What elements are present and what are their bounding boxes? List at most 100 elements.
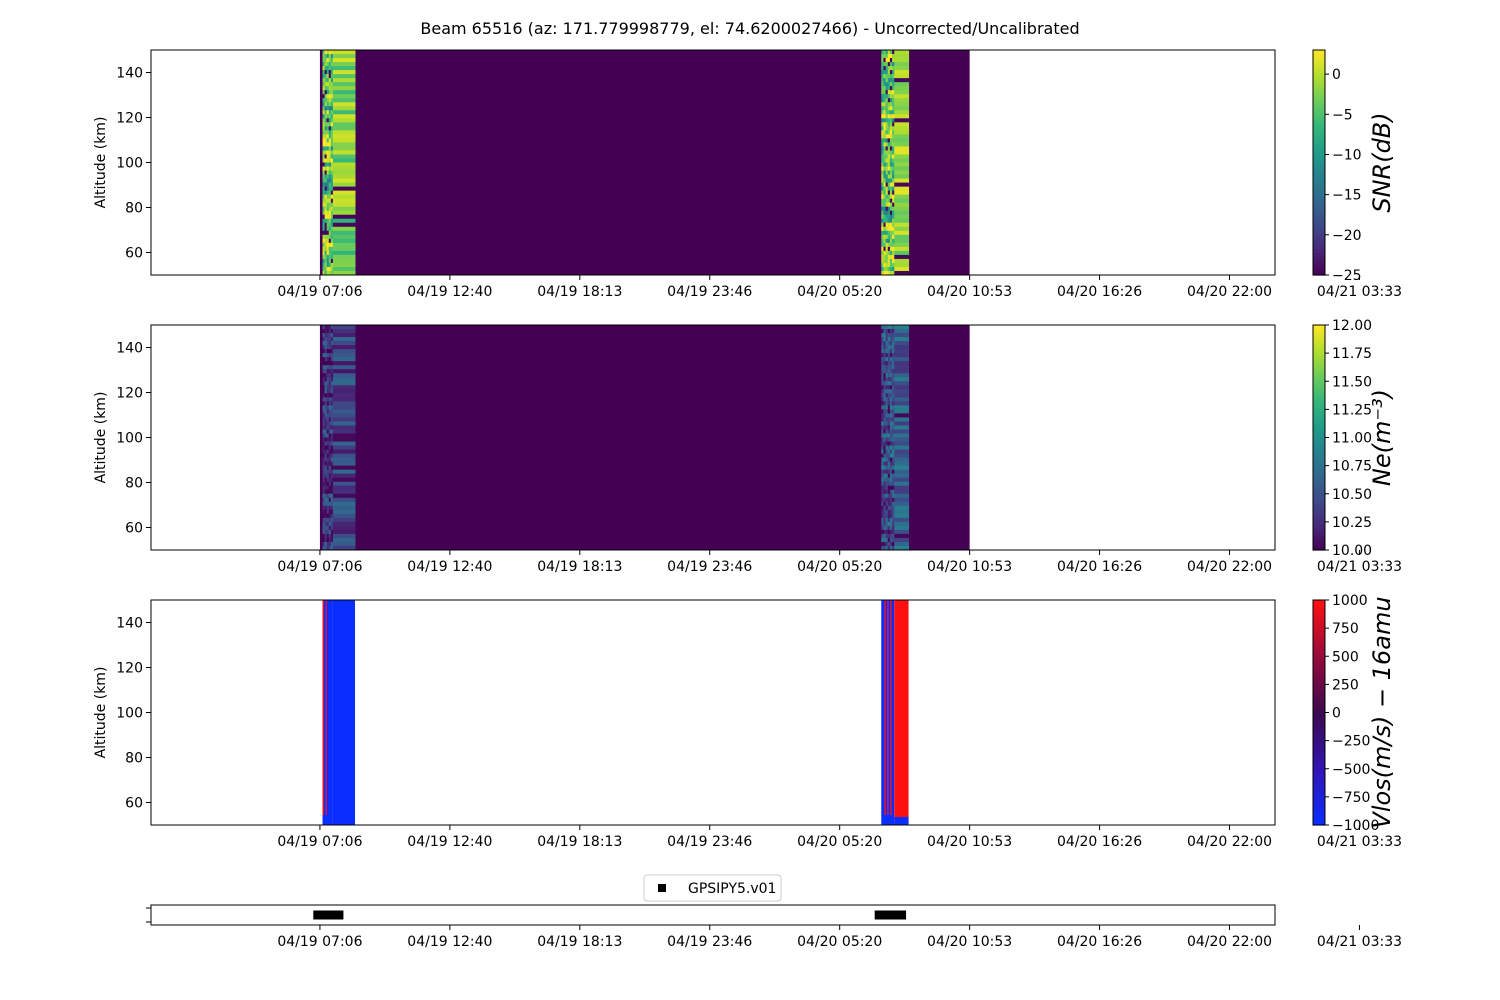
x-tick-label-2-0: 04/19 07:06 (277, 834, 362, 850)
heatmap-cell-0-0-43-3 (328, 222, 332, 228)
heatmap-cell-1-2-19-1 (883, 401, 887, 406)
heatmap-cell-0-2-38-1 (883, 202, 887, 208)
heatmap-cell-0-2-39-4 (889, 206, 893, 212)
heatmap-cell-1-2-29-4 (889, 441, 893, 447)
heatmap-cell-0-0-48-3 (328, 242, 332, 248)
heatmap-cell-0-0-1-2 (326, 54, 330, 59)
heatmap-cell-0-2-49-4 (889, 246, 893, 252)
heatmap-cell-1-2-23-1 (883, 417, 887, 422)
heatmap-cell-1-2-34-5 (892, 461, 895, 467)
heatmap-cell-0-0-6-2 (326, 74, 330, 79)
heatmap-cell-1-0-10-4 (330, 365, 334, 370)
heatmap-cell-0-2-48-4 (889, 242, 893, 248)
heatmap-cell-1-0-25-0 (322, 425, 326, 430)
colorbar-cell-0-52 (1313, 76, 1325, 81)
heatmap-cell-1-1-11-0 (332, 369, 356, 374)
heatmap-cell-0-2-16-0 (881, 114, 884, 119)
heatmap-cell-1-3-35-0 (894, 465, 910, 471)
heatmap-cell-1-0-55-0 (322, 545, 326, 551)
heatmap-cell-1-2-49-3 (887, 521, 891, 527)
heatmap-cell-1-2-5-1 (883, 345, 887, 350)
heatmap-cell-0-2-32-1 (883, 178, 887, 184)
heatmap-cell-0-0-33-4 (330, 182, 334, 188)
heatmap-cell-0-2-52-4 (889, 258, 893, 264)
heatmap-cell-0-0-40-0 (322, 210, 326, 216)
heatmap-cell-0-0-45-4 (330, 230, 334, 236)
colorbar-cell-1-33 (1313, 422, 1325, 427)
heatmap-cell-0-1-7-0 (332, 78, 356, 83)
heatmap-cell-0-2-8-4 (889, 82, 893, 87)
heatmap-cell-0-2-18-1 (883, 122, 887, 127)
heatmap-cell-1-0-42-1 (324, 493, 328, 499)
heatmap-cell-0-1-42-0 (332, 218, 356, 224)
colorbar-cell-2-20 (1313, 746, 1325, 751)
heatmap-cell-0-0-36-0 (322, 194, 326, 200)
heatmap-cell-0-3-51-0 (894, 254, 910, 260)
heatmap-cell-1-0-8-0 (322, 357, 326, 362)
heatmap-cell-1-0-1-4 (330, 329, 334, 334)
heatmap-cell-1-1-41-0 (332, 489, 356, 495)
heatmap-cell-1-2-28-5 (892, 437, 895, 443)
heatmap-cell-1-2-52-2 (885, 533, 889, 539)
heatmap-cell-0-0-24-0 (322, 146, 326, 151)
heatmap-cell-1-2-41-2 (885, 489, 889, 495)
heatmap-cell-1-0-41-3 (328, 489, 332, 495)
heatmap-cell-0-2-5-2 (885, 70, 889, 75)
colorbar-cell-2-53 (1313, 622, 1325, 627)
heatmap-cell-1-0-51-1 (324, 529, 328, 535)
heatmap-cell-1-0-25-3 (328, 425, 332, 430)
heatmap-cell-1-0-2-4 (330, 333, 334, 338)
heatmap-cell-0-0-36-3 (328, 194, 332, 200)
heatmap-cell-1-0-1-3 (328, 329, 332, 334)
heatmap-cell-1-1-8-0 (332, 357, 356, 362)
heatmap-cell-1-0-26-3 (328, 429, 332, 434)
heatmap-cell-1-3-18-0 (894, 397, 910, 402)
heatmap-cell-1-1-42-0 (332, 493, 356, 499)
heatmap-cell-0-0-25-4 (330, 150, 334, 155)
heatmap-cell-1-2-55-2 (885, 545, 889, 551)
heatmap-cell-0-2-16-4 (889, 114, 893, 119)
heatmap-cell-1-0-38-1 (324, 477, 328, 483)
colorbar-cell-2-49 (1313, 637, 1325, 642)
colorbar-cell-0-19 (1313, 200, 1325, 205)
heatmap-cell-0-2-17-2 (885, 118, 889, 123)
heatmap-cell-0-2-26-4 (889, 154, 893, 159)
heatmap-cell-1-0-3-4 (330, 337, 334, 342)
heatmap-cell-0-0-23-2 (326, 142, 330, 147)
heatmap-cell-0-3-29-0 (894, 166, 910, 172)
heatmap-cell-1-0-30-0 (322, 445, 326, 451)
heatmap-cell-1-2-45-2 (885, 505, 889, 511)
heatmap-cell-0-0-51-3 (328, 254, 332, 260)
heatmap-cell-0-2-15-2 (885, 110, 889, 115)
heatmap-cell-0-2-53-3 (887, 262, 891, 268)
colorbar-cell-1-42 (1313, 388, 1325, 394)
heatmap-cell-0-2-19-3 (887, 126, 891, 131)
colorbar-cell-2-17 (1313, 757, 1325, 762)
heatmap-cell-1-2-16-0 (881, 389, 884, 394)
heatmap-cell-1-3-29-0 (894, 441, 910, 447)
heatmap-cell-0-2-50-5 (892, 250, 895, 256)
heatmap-cell-0-0-40-1 (324, 210, 328, 216)
heatmap-cell-1-0-10-2 (326, 365, 330, 370)
heatmap-cell-1-1-27-0 (332, 433, 356, 438)
heatmap-cell-1-0-20-3 (328, 405, 332, 410)
heatmap-cell-0-0-3-1 (324, 62, 328, 67)
heatmap-cell-0-1-51-0 (332, 254, 356, 260)
heatmap-cell-1-2-17-1 (883, 393, 887, 398)
heatmap-cell-0-3-36-0 (894, 194, 910, 200)
heatmap-cell-0-0-41-1 (324, 214, 328, 220)
colorbar-cell-1-7 (1313, 520, 1325, 525)
heatmap-cell-1-2-13-0 (881, 377, 884, 382)
heatmap-cell-0-0-13-2 (326, 102, 330, 107)
heatmap-cell-0-2-25-2 (885, 150, 889, 155)
heatmap-cell-1-0-28-3 (328, 437, 332, 443)
heatmap-cell-0-3-42-0 (894, 218, 910, 224)
heatmap-cell-0-0-9-1 (324, 86, 328, 91)
heatmap-cell-1-2-3-2 (885, 337, 889, 342)
heatmap-cell-1-2-29-3 (887, 441, 891, 447)
heatmap-cell-1-0-52-3 (328, 533, 332, 539)
heatmap-cell-0-2-30-0 (881, 170, 884, 176)
heatmap-cell-0-2-36-1 (883, 194, 887, 200)
heatmap-cell-1-2-4-0 (881, 341, 884, 346)
heatmap-cell-1-2-53-5 (892, 537, 895, 543)
